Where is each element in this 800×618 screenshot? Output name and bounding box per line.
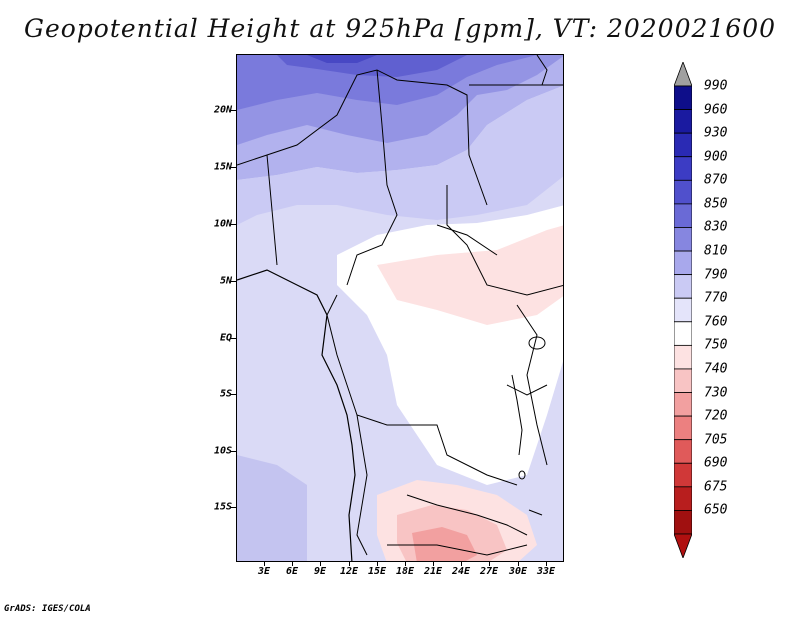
- colorbar-arrow-top: [674, 62, 692, 87]
- lat-label-15s: 15S: [213, 501, 232, 513]
- colorbar-label: 850: [704, 196, 728, 212]
- colorbar-label: 810: [704, 243, 728, 259]
- lon-label-24e: 24E: [451, 566, 471, 577]
- colorbar-box: [674, 368, 692, 393]
- colorbar-label: 830: [704, 219, 728, 235]
- colorbar-label: 900: [704, 149, 728, 165]
- colorbar-label: 960: [704, 102, 728, 118]
- colorbar-arrow-bottom: [674, 533, 692, 558]
- colorbar: [674, 62, 692, 558]
- colorbar-box: [674, 321, 692, 346]
- colorbar-box: [674, 85, 692, 110]
- lon-label-12e: 12E: [339, 566, 359, 577]
- colorbar-label: 740: [704, 361, 728, 377]
- colorbar-label: 720: [704, 408, 728, 424]
- lon-label-18e: 18E: [395, 566, 415, 577]
- colorbar-box: [674, 486, 692, 511]
- colorbar-box: [674, 250, 692, 276]
- lat-label-eq: EQ: [219, 332, 232, 344]
- lat-tick: [231, 451, 236, 452]
- lon-label-27e: 27E: [479, 566, 499, 577]
- colorbar-box: [674, 439, 692, 464]
- lat-tick: [231, 338, 236, 339]
- colorbar-box: [674, 415, 692, 441]
- colorbar-box: [674, 227, 692, 252]
- grads-credit: GrADS: IGES/COLA: [4, 604, 91, 614]
- lat-label-20n: 20N: [213, 104, 232, 116]
- colorbar-label: 870: [704, 172, 728, 188]
- lat-label-10s: 10S: [213, 445, 232, 457]
- lon-label-6e: 6E: [285, 566, 299, 577]
- lat-tick: [231, 281, 236, 282]
- lon-tick: [489, 562, 490, 566]
- lon-label-9e: 9E: [313, 566, 327, 577]
- colorbar-label: 790: [704, 267, 728, 283]
- lon-tick: [349, 562, 350, 566]
- colorbar-label: 770: [704, 290, 728, 306]
- lat-tick: [231, 167, 236, 168]
- lat-tick: [231, 110, 236, 111]
- lat-label-5n: 5N: [219, 275, 232, 287]
- colorbar-box: [674, 462, 692, 488]
- lon-label-15e: 15E: [367, 566, 387, 577]
- colorbar-label: 930: [704, 125, 728, 141]
- lat-label-5s: 5S: [219, 388, 232, 400]
- lat-tick: [231, 224, 236, 225]
- lon-tick: [546, 562, 547, 566]
- colorbar-label: 750: [704, 337, 728, 353]
- lon-label-3e: 3E: [257, 566, 271, 577]
- lat-label-15n: 15N: [213, 161, 232, 173]
- colorbar-label: 730: [704, 385, 728, 401]
- lon-label-30e: 30E: [508, 566, 528, 577]
- colorbar-box: [674, 274, 692, 299]
- colorbar-label: 990: [704, 78, 728, 94]
- lon-tick: [405, 562, 406, 566]
- colorbar-box: [674, 203, 692, 228]
- map-panel: [236, 54, 564, 562]
- colorbar-label: 650: [704, 502, 728, 518]
- colorbar-label: 760: [704, 314, 728, 330]
- lat-tick: [231, 394, 236, 395]
- colorbar-label: 675: [704, 479, 728, 495]
- lon-tick: [292, 562, 293, 566]
- lon-label-33e: 33E: [536, 566, 556, 577]
- lat-label-10n: 10N: [213, 218, 232, 230]
- lon-tick: [461, 562, 462, 566]
- colorbar-label: 690: [704, 455, 728, 471]
- lat-tick: [231, 507, 236, 508]
- lon-label-21e: 21E: [423, 566, 443, 577]
- colorbar-label: 705: [704, 432, 728, 448]
- lon-tick: [264, 562, 265, 566]
- lon-tick: [433, 562, 434, 566]
- colorbar-box: [674, 510, 692, 535]
- map-field: [237, 55, 563, 561]
- colorbar-box: [674, 156, 692, 181]
- colorbar-box: [674, 109, 692, 134]
- lon-tick: [518, 562, 519, 566]
- colorbar-box: [674, 297, 692, 323]
- chart-title: Geopotential Height at 925hPa [gpm], VT:…: [23, 14, 777, 43]
- colorbar-box: [674, 392, 692, 417]
- lon-tick: [320, 562, 321, 566]
- colorbar-box: [674, 132, 692, 158]
- colorbar-box: [674, 344, 692, 370]
- colorbar-box: [674, 179, 692, 205]
- lon-tick: [377, 562, 378, 566]
